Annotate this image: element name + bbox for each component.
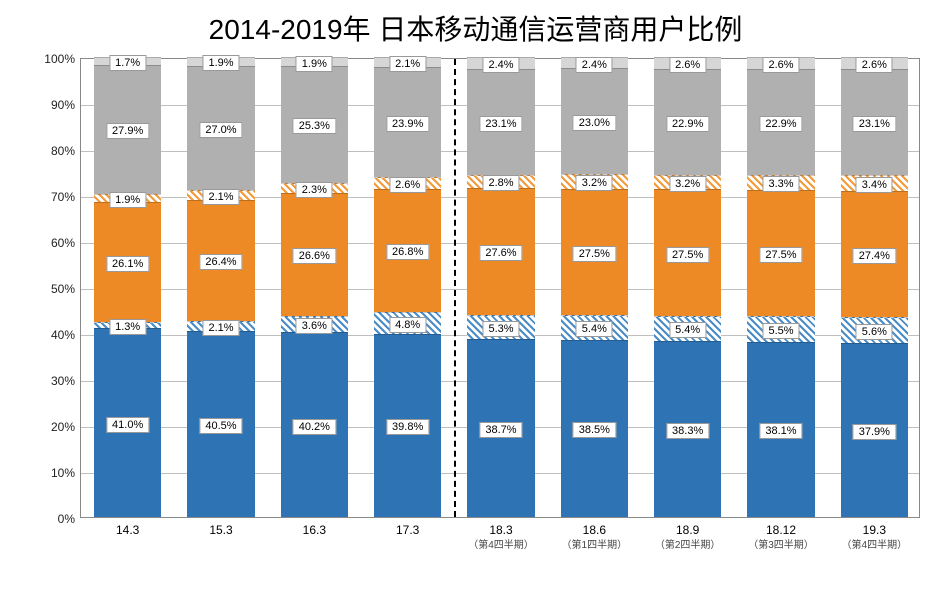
value-label: 2.8%: [482, 175, 519, 191]
value-label: 2.3%: [296, 182, 333, 198]
value-label: 38.3%: [666, 423, 709, 439]
value-label: 5.6%: [856, 324, 893, 340]
x-tick: 17.3: [396, 523, 419, 539]
value-label: 1.9%: [109, 192, 146, 208]
value-label: 2.4%: [482, 57, 519, 73]
value-label: 2.6%: [762, 57, 799, 73]
y-tick: 30%: [51, 374, 75, 388]
value-label: 27.5%: [759, 247, 802, 263]
y-tick: 90%: [51, 98, 75, 112]
value-label: 4.8%: [389, 317, 426, 333]
value-label: 5.3%: [482, 321, 519, 337]
value-label: 38.5%: [573, 422, 616, 438]
divider-line: [454, 59, 456, 517]
value-label: 37.9%: [853, 424, 896, 440]
value-label: 5.5%: [762, 323, 799, 339]
y-tick: 0%: [58, 512, 75, 526]
bar-column: 38.7% 5.3% 27.6% 2.8% 23.1% 2.4%: [467, 59, 534, 517]
value-label: 26.8%: [386, 244, 429, 260]
value-label: 2.1%: [389, 56, 426, 72]
bar-column: 39.8% 4.8% 26.8% 2.6% 23.9% 2.1%: [374, 59, 441, 517]
x-tick: 19.3（第4四半期）: [842, 523, 908, 552]
value-label: 26.6%: [293, 248, 336, 264]
plot-area: 0%10%20%30%40%50%60%70%80%90%100%41.0%1.…: [80, 58, 920, 518]
bar-column: 40.5%2.1%26.4%2.1%27.0%1.9%: [187, 59, 254, 517]
y-tick: 40%: [51, 328, 75, 342]
x-tick: 18.9（第2四半期）: [655, 523, 721, 552]
value-label: 40.2%: [293, 419, 336, 435]
value-label: 3.6%: [296, 318, 333, 334]
value-label: 3.3%: [762, 176, 799, 192]
value-label: 2.1%: [202, 189, 239, 205]
chart-container: 0%10%20%30%40%50%60%70%80%90%100%41.0%1.…: [50, 48, 930, 560]
bar-column: 37.9% 5.6% 27.4% 3.4% 23.1% 2.6%: [841, 59, 908, 517]
y-tick: 60%: [51, 236, 75, 250]
x-tick: 18.3（第4四半期）: [468, 523, 534, 552]
value-label: 27.4%: [853, 248, 896, 264]
value-label: 25.3%: [293, 118, 336, 134]
value-label: 40.5%: [199, 418, 242, 434]
value-label: 27.5%: [573, 246, 616, 262]
value-label: 38.7%: [479, 422, 522, 438]
value-label: 27.6%: [479, 245, 522, 261]
value-label: 3.2%: [576, 175, 613, 191]
y-tick: 80%: [51, 144, 75, 158]
value-label: 2.6%: [669, 57, 706, 73]
value-label: 22.9%: [759, 116, 802, 132]
x-tick: 18.6（第1四半期）: [562, 523, 628, 552]
value-label: 23.9%: [386, 116, 429, 132]
value-label: 27.0%: [199, 122, 242, 138]
value-label: 1.7%: [109, 55, 146, 71]
value-label: 5.4%: [669, 322, 706, 338]
value-label: 23.0%: [573, 115, 616, 131]
chart-title: 2014-2019年 日本移动通信运营商用户比例: [0, 0, 951, 52]
y-tick: 10%: [51, 466, 75, 480]
value-label: 39.8%: [386, 419, 429, 435]
value-label: 27.9%: [106, 123, 149, 139]
y-tick: 70%: [51, 190, 75, 204]
x-tick: 15.3: [209, 523, 232, 539]
value-label: 23.1%: [853, 116, 896, 132]
value-label: 41.0%: [106, 417, 149, 433]
value-label: 2.6%: [856, 57, 893, 73]
y-tick: 20%: [51, 420, 75, 434]
bar-column: 38.1% 5.5% 27.5% 3.3% 22.9% 2.6%: [747, 59, 814, 517]
x-tick: 14.3: [116, 523, 139, 539]
x-tick: 18.12（第3四半期）: [748, 523, 814, 552]
value-label: 1.3%: [109, 319, 146, 335]
x-tick: 16.3: [303, 523, 326, 539]
value-label: 38.1%: [759, 423, 802, 439]
value-label: 23.1%: [479, 116, 522, 132]
value-label: 2.4%: [576, 57, 613, 73]
value-label: 3.4%: [856, 177, 893, 193]
value-label: 22.9%: [666, 116, 709, 132]
y-tick: 100%: [44, 52, 75, 66]
value-label: 2.6%: [389, 177, 426, 193]
bar-column: 38.5% 5.4% 27.5% 3.2% 23.0% 2.4%: [561, 59, 628, 517]
value-label: 26.1%: [106, 256, 149, 272]
bar-column: 41.0%1.3%26.1%1.9%27.9%1.7%: [94, 59, 161, 517]
y-tick: 50%: [51, 282, 75, 296]
value-label: 3.2%: [669, 176, 706, 192]
bar-column: 40.2% 3.6% 26.6% 2.3% 25.3% 1.9%: [281, 59, 348, 517]
value-label: 27.5%: [666, 247, 709, 263]
bar-column: 38.3% 5.4% 27.5% 3.2% 22.9% 2.6%: [654, 59, 721, 517]
value-label: 2.1%: [202, 320, 239, 336]
value-label: 1.9%: [202, 55, 239, 71]
value-label: 26.4%: [199, 254, 242, 270]
value-label: 1.9%: [296, 56, 333, 72]
value-label: 5.4%: [576, 321, 613, 337]
